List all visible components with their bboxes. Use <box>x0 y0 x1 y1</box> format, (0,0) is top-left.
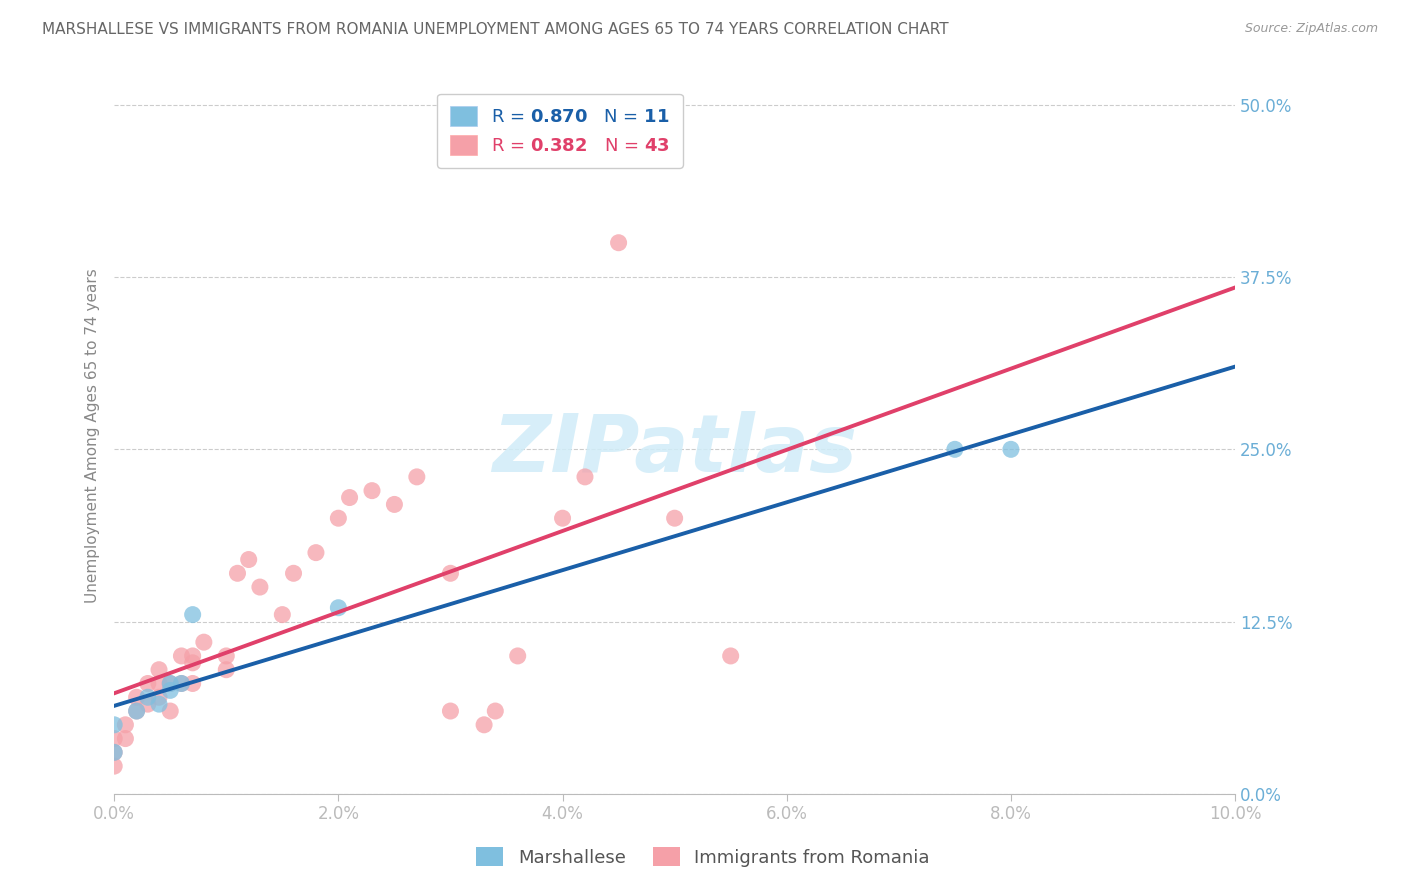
Point <box>181 676 204 690</box>
Point <box>103 745 125 759</box>
Point <box>159 676 181 690</box>
Point <box>170 676 193 690</box>
Point <box>439 566 461 581</box>
Point <box>283 566 305 581</box>
Point <box>305 546 328 560</box>
Point <box>215 663 238 677</box>
Point <box>607 235 630 250</box>
Text: Source: ZipAtlas.com: Source: ZipAtlas.com <box>1244 22 1378 36</box>
Point <box>506 648 529 663</box>
Point <box>181 656 204 670</box>
Point <box>103 718 125 732</box>
Point <box>114 718 136 732</box>
Point <box>170 648 193 663</box>
Point <box>148 663 170 677</box>
Point <box>328 511 350 525</box>
Point <box>114 731 136 746</box>
Point <box>181 607 204 622</box>
Y-axis label: Unemployment Among Ages 65 to 74 years: Unemployment Among Ages 65 to 74 years <box>86 268 100 603</box>
Point <box>103 745 125 759</box>
Point <box>405 470 427 484</box>
Point <box>170 676 193 690</box>
Point <box>472 718 495 732</box>
Point <box>103 731 125 746</box>
Legend: Marshallese, Immigrants from Romania: Marshallese, Immigrants from Romania <box>470 840 936 874</box>
Point <box>328 600 350 615</box>
Point <box>215 648 238 663</box>
Point <box>226 566 249 581</box>
Point <box>148 676 170 690</box>
Point <box>664 511 686 525</box>
Point <box>159 683 181 698</box>
Point <box>159 676 181 690</box>
Point <box>148 697 170 711</box>
Point <box>103 759 125 773</box>
Point <box>361 483 384 498</box>
Text: ZIPatlas: ZIPatlas <box>492 411 858 489</box>
Point <box>125 704 148 718</box>
Point <box>384 497 406 511</box>
Point <box>943 442 966 457</box>
Point <box>249 580 271 594</box>
Legend: R = $\bf{0.870}$   N = $\bf{11}$, R = $\bf{0.382}$   N = $\bf{43}$: R = $\bf{0.870}$ N = $\bf{11}$, R = $\bf… <box>437 94 683 168</box>
Point <box>148 690 170 705</box>
Text: MARSHALLESE VS IMMIGRANTS FROM ROMANIA UNEMPLOYMENT AMONG AGES 65 TO 74 YEARS CO: MARSHALLESE VS IMMIGRANTS FROM ROMANIA U… <box>42 22 949 37</box>
Point <box>484 704 506 718</box>
Point <box>159 704 181 718</box>
Point <box>181 648 204 663</box>
Point <box>339 491 361 505</box>
Point <box>136 697 159 711</box>
Point <box>238 552 260 566</box>
Point <box>193 635 215 649</box>
Point <box>439 704 461 718</box>
Point <box>136 676 159 690</box>
Point <box>271 607 294 622</box>
Point <box>551 511 574 525</box>
Point <box>720 648 742 663</box>
Point <box>574 470 596 484</box>
Point <box>125 690 148 705</box>
Point <box>125 704 148 718</box>
Point <box>1000 442 1022 457</box>
Point <box>136 690 159 705</box>
